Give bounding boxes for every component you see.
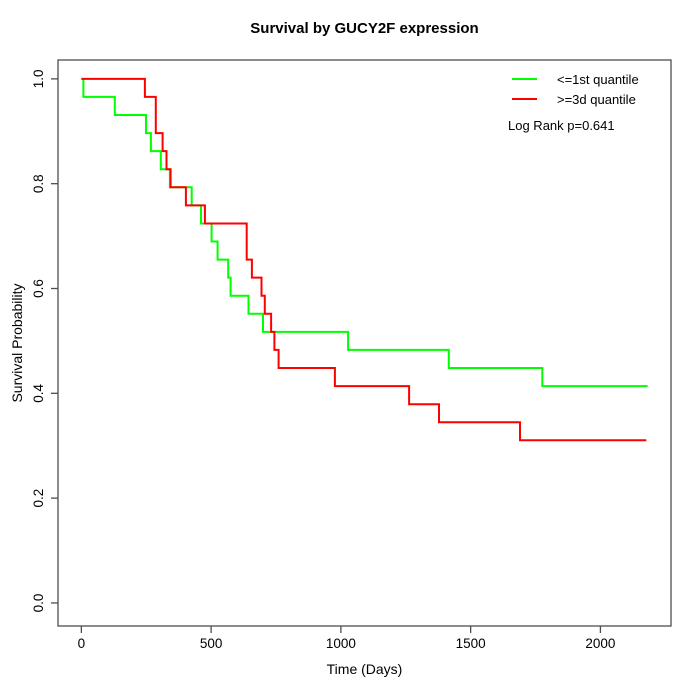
log-rank-annotation: Log Rank p=0.641 [508, 118, 615, 133]
y-tick-label: 0.2 [31, 489, 46, 508]
x-tick-label: 1000 [326, 636, 356, 651]
legend: <=1st quantile >=3d quantile Log Rank p=… [508, 69, 639, 134]
y-tick-label: 0.4 [31, 383, 46, 402]
x-tick-label: 0 [78, 636, 86, 651]
x-tick-label: 1500 [456, 636, 486, 651]
y-tick-label: 1.0 [31, 69, 46, 88]
legend-item-first-quantile: <=1st quantile [512, 69, 639, 89]
km-curve-third-quantile [81, 77, 647, 442]
x-tick-label: 500 [200, 636, 223, 651]
km-curve-first-quantile [81, 77, 648, 388]
y-axis-label: Survival Probability [9, 283, 25, 403]
x-axis-label: Time (Days) [326, 661, 403, 677]
legend-label-first-quantile: <=1st quantile [557, 71, 639, 87]
legend-item-third-quantile: >=3d quantile [512, 89, 639, 109]
green-line-swatch [512, 78, 537, 80]
chart-title: Survival by GUCY2F expression [250, 20, 479, 37]
x-tick-label: 2000 [585, 636, 615, 651]
plot-box [57, 59, 672, 627]
y-tick-label: 0.8 [31, 174, 46, 193]
red-line-swatch [512, 98, 537, 100]
y-tick-label: 0.0 [31, 594, 46, 613]
y-tick-label: 0.6 [31, 279, 46, 298]
legend-label-third-quantile: >=3d quantile [557, 91, 636, 107]
